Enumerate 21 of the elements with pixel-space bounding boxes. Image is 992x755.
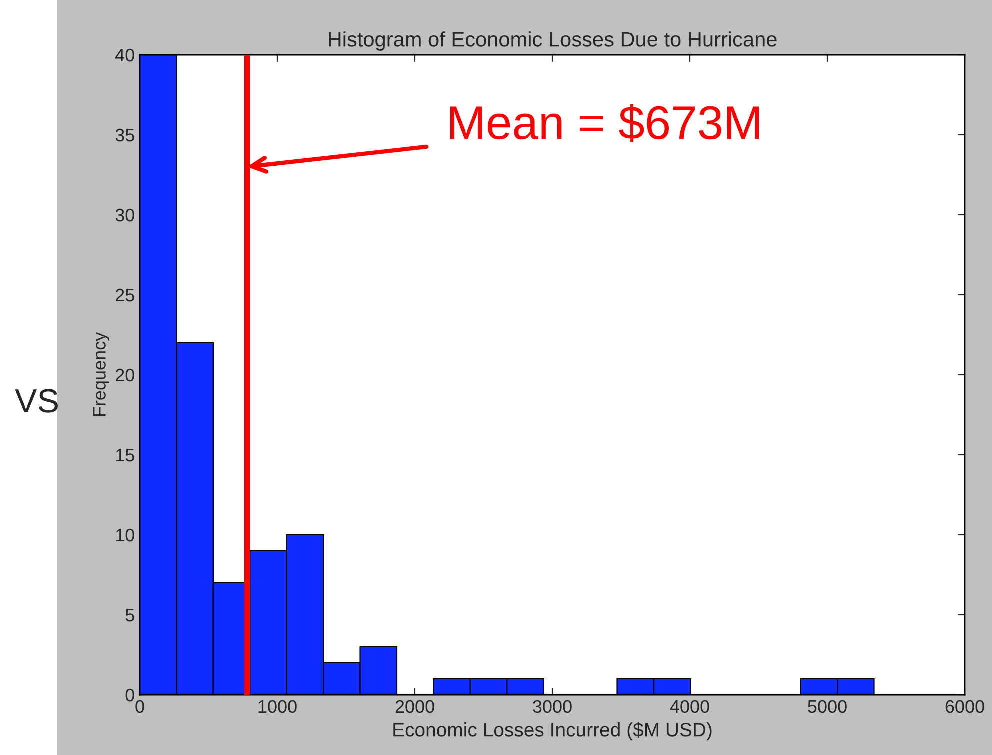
y-tick-label: 0	[126, 688, 134, 702]
x-tick-label: 4000	[670, 700, 710, 714]
x-tick-label: 3000	[533, 700, 572, 714]
x-tick-label: 1000	[258, 700, 297, 714]
y-tick-label: 15	[116, 449, 134, 462]
x-tick-label: 2000	[396, 700, 434, 714]
y-tick-label: 20	[116, 368, 134, 382]
y-tick-label: 30	[116, 208, 134, 222]
y-tick-label: 10	[116, 528, 134, 542]
y-tick-label: 35	[116, 128, 134, 142]
annotation: Mean = $673M	[450, 104, 760, 142]
y-tick-label: 5	[126, 609, 134, 622]
y-tick-label: 40	[115, 48, 134, 62]
text: VS	[15, 389, 58, 413]
x-tick-label: 0	[136, 700, 144, 714]
y-tick-label: 25	[116, 288, 134, 302]
x-axis-title: Economic Losses Incurred ($M USD)	[394, 722, 712, 741]
y-axis-title: Frequency	[93, 332, 110, 416]
x-tick-label: 6000	[946, 700, 984, 714]
chart-title: Histogram of Economic Losses Due to Hurricane	[329, 32, 777, 51]
x-tick-label: 5000	[808, 700, 847, 714]
